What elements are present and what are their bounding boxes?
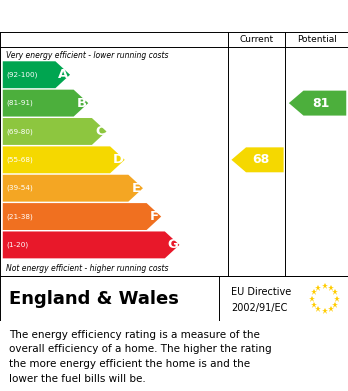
Polygon shape <box>289 91 346 116</box>
Text: Current: Current <box>239 35 274 44</box>
Polygon shape <box>231 147 284 172</box>
Text: Energy Efficiency Rating: Energy Efficiency Rating <box>73 9 275 23</box>
Text: F: F <box>150 210 159 223</box>
Polygon shape <box>3 175 143 202</box>
Text: (21-38): (21-38) <box>6 213 33 220</box>
Polygon shape <box>3 61 70 88</box>
Text: D: D <box>113 153 124 166</box>
Text: Very energy efficient - lower running costs: Very energy efficient - lower running co… <box>6 51 169 60</box>
Text: (1-20): (1-20) <box>6 242 29 248</box>
Polygon shape <box>3 231 180 258</box>
Text: (39-54): (39-54) <box>6 185 33 192</box>
Text: (92-100): (92-100) <box>6 72 38 78</box>
Text: B: B <box>77 97 87 109</box>
Text: Not energy efficient - higher running costs: Not energy efficient - higher running co… <box>6 264 169 273</box>
Text: C: C <box>95 125 105 138</box>
Polygon shape <box>3 90 88 117</box>
Text: 81: 81 <box>312 97 329 109</box>
Text: E: E <box>132 182 141 195</box>
Text: 2002/91/EC: 2002/91/EC <box>231 303 288 313</box>
Polygon shape <box>3 118 106 145</box>
Text: 68: 68 <box>252 153 269 166</box>
Text: (69-80): (69-80) <box>6 128 33 135</box>
Text: (55-68): (55-68) <box>6 156 33 163</box>
Text: (81-91): (81-91) <box>6 100 33 106</box>
Polygon shape <box>3 203 161 230</box>
Text: Potential: Potential <box>297 35 337 44</box>
Text: lower the fuel bills will be.: lower the fuel bills will be. <box>9 374 145 384</box>
Text: England & Wales: England & Wales <box>9 289 179 308</box>
Text: A: A <box>58 68 69 81</box>
Text: EU Directive: EU Directive <box>231 287 292 297</box>
Text: G: G <box>167 239 178 251</box>
Text: The energy efficiency rating is a measure of the: The energy efficiency rating is a measur… <box>9 330 260 340</box>
Text: overall efficiency of a home. The higher the rating: overall efficiency of a home. The higher… <box>9 344 271 354</box>
Text: the more energy efficient the home is and the: the more energy efficient the home is an… <box>9 359 250 369</box>
Polygon shape <box>3 146 125 173</box>
